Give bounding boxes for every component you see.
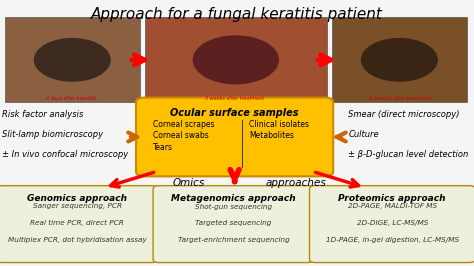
- Text: 3 weeks after treatment: 3 weeks after treatment: [205, 95, 264, 101]
- FancyBboxPatch shape: [145, 17, 327, 102]
- Text: Corneal scrapes
Corneal swabs
Tears: Corneal scrapes Corneal swabs Tears: [153, 120, 215, 152]
- Text: Approach for a fungal keratitis patient: Approach for a fungal keratitis patient: [91, 7, 383, 22]
- Text: 4 days after keratitis: 4 days after keratitis: [46, 95, 96, 101]
- Text: Risk factor analysis: Risk factor analysis: [2, 110, 84, 119]
- Text: Metagenomics approach: Metagenomics approach: [171, 194, 296, 203]
- Text: ± β-D-glucan level detection: ± β-D-glucan level detection: [348, 150, 469, 159]
- Text: Clinical isolates
Metabolites: Clinical isolates Metabolites: [249, 120, 309, 140]
- Circle shape: [193, 36, 278, 84]
- Text: ± In vivo confocal microscopy: ± In vivo confocal microscopy: [2, 150, 128, 159]
- Text: Culture: Culture: [348, 130, 379, 139]
- Text: Ocular surface samples: Ocular surface samples: [170, 108, 299, 118]
- Text: Shot-gun sequencing: Shot-gun sequencing: [195, 203, 272, 210]
- Circle shape: [362, 39, 437, 81]
- Circle shape: [35, 39, 110, 81]
- Text: Omics: Omics: [173, 178, 205, 188]
- FancyBboxPatch shape: [136, 98, 333, 176]
- Text: approaches: approaches: [265, 178, 326, 188]
- Text: Sanger sequencing, PCR: Sanger sequencing, PCR: [33, 203, 121, 210]
- Text: Genomics approach: Genomics approach: [27, 194, 127, 203]
- Text: Slit-lamp biomicroscopy: Slit-lamp biomicroscopy: [2, 130, 103, 139]
- Text: 1D-PAGE, in-gel digestion, LC-MS/MS: 1D-PAGE, in-gel digestion, LC-MS/MS: [326, 236, 459, 243]
- Text: 2D-PAGE, MALDI-TOF MS: 2D-PAGE, MALDI-TOF MS: [347, 203, 437, 210]
- FancyBboxPatch shape: [332, 17, 467, 102]
- Text: Real time PCR, direct PCR: Real time PCR, direct PCR: [30, 220, 124, 226]
- FancyBboxPatch shape: [5, 17, 140, 102]
- Text: Targeted sequencing: Targeted sequencing: [195, 220, 272, 226]
- Text: 2 months after treatment: 2 months after treatment: [368, 95, 431, 101]
- Text: Smear (direct microscopy): Smear (direct microscopy): [348, 110, 460, 119]
- Text: 2D-DIGE, LC-MS/MS: 2D-DIGE, LC-MS/MS: [356, 220, 428, 226]
- Text: Target-enrichment sequencing: Target-enrichment sequencing: [178, 236, 289, 243]
- Text: Multiplex PCR, dot hybridisation assay: Multiplex PCR, dot hybridisation assay: [8, 236, 146, 243]
- FancyBboxPatch shape: [153, 186, 314, 263]
- Text: Proteomics approach: Proteomics approach: [338, 194, 446, 203]
- FancyBboxPatch shape: [0, 186, 157, 263]
- FancyBboxPatch shape: [310, 186, 474, 263]
